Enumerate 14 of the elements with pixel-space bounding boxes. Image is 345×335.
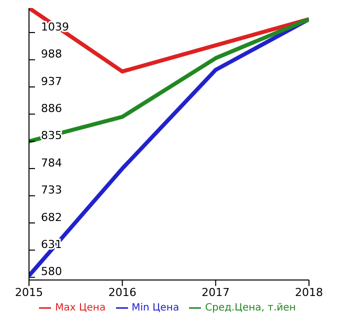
y-tick-label: 988	[41, 48, 62, 61]
y-tick-label: 886	[41, 102, 62, 115]
y-tick-label: 784	[41, 156, 62, 170]
legend-label: Max Цена	[55, 302, 106, 314]
x-tick-label: 2018	[295, 286, 323, 299]
y-tick-label: 682	[41, 210, 62, 224]
legend-label: Min Цена	[132, 302, 180, 314]
x-tick-label: 2017	[202, 286, 230, 299]
x-tick-label: 2015	[15, 286, 43, 299]
legend-label: Сред.Цена, т.йен	[205, 302, 296, 314]
y-tick-label: 733	[41, 184, 62, 197]
x-tick-label: 2016	[108, 286, 136, 299]
y-tick-label: 580	[41, 265, 62, 278]
y-tick-label: 937	[41, 74, 62, 88]
